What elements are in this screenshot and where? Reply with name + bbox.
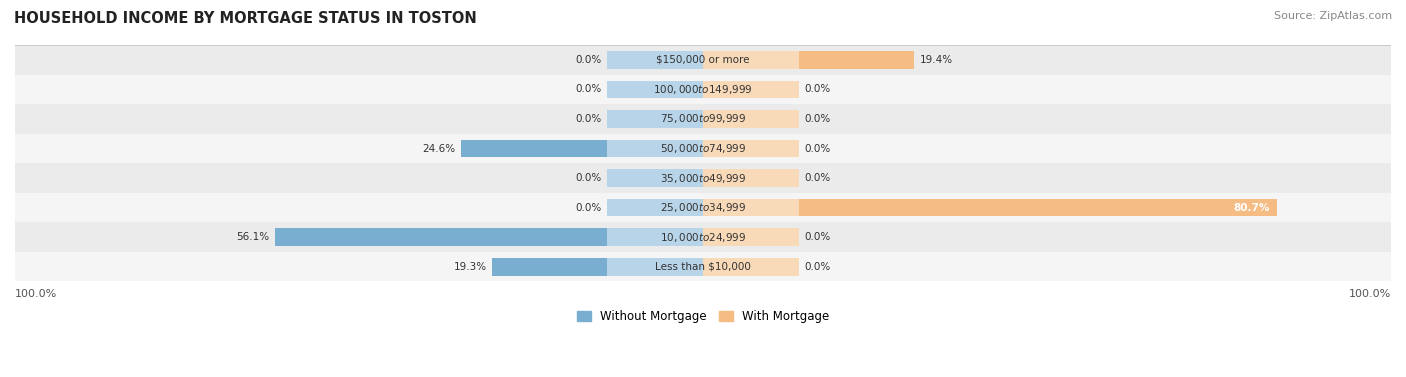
Bar xyxy=(606,110,703,128)
Bar xyxy=(703,169,800,187)
Bar xyxy=(492,258,606,276)
Bar xyxy=(703,51,800,69)
Text: $25,000 to $34,999: $25,000 to $34,999 xyxy=(659,201,747,214)
Legend: Without Mortgage, With Mortgage: Without Mortgage, With Mortgage xyxy=(572,305,834,328)
Text: 19.4%: 19.4% xyxy=(920,55,953,65)
Text: 24.6%: 24.6% xyxy=(422,144,456,153)
Bar xyxy=(15,163,1391,193)
Text: $50,000 to $74,999: $50,000 to $74,999 xyxy=(659,142,747,155)
Bar xyxy=(703,228,800,246)
Text: 56.1%: 56.1% xyxy=(236,232,269,242)
Text: $100,000 to $149,999: $100,000 to $149,999 xyxy=(654,83,752,96)
Bar xyxy=(703,139,800,157)
Bar xyxy=(15,222,1391,252)
Bar xyxy=(800,51,914,69)
Text: 0.0%: 0.0% xyxy=(804,262,831,272)
Bar xyxy=(15,75,1391,104)
Bar xyxy=(703,199,800,216)
Text: Source: ZipAtlas.com: Source: ZipAtlas.com xyxy=(1274,11,1392,21)
Text: 0.0%: 0.0% xyxy=(804,114,831,124)
Bar xyxy=(606,51,703,69)
Text: $10,000 to $24,999: $10,000 to $24,999 xyxy=(659,231,747,244)
Bar xyxy=(606,139,703,157)
Text: 100.0%: 100.0% xyxy=(1348,289,1391,299)
Bar xyxy=(606,81,703,98)
Text: 80.7%: 80.7% xyxy=(1233,202,1270,213)
Bar xyxy=(15,193,1391,222)
Bar xyxy=(15,45,1391,75)
Text: 0.0%: 0.0% xyxy=(804,173,831,183)
Bar xyxy=(15,104,1391,134)
Text: 0.0%: 0.0% xyxy=(575,114,602,124)
Bar xyxy=(274,228,606,246)
Bar xyxy=(703,258,800,276)
Text: 0.0%: 0.0% xyxy=(804,144,831,153)
Text: 0.0%: 0.0% xyxy=(804,232,831,242)
Text: 0.0%: 0.0% xyxy=(575,173,602,183)
Bar xyxy=(800,199,1277,216)
Text: 0.0%: 0.0% xyxy=(804,84,831,95)
Bar xyxy=(15,134,1391,163)
Bar xyxy=(606,258,703,276)
Bar xyxy=(606,228,703,246)
Text: 0.0%: 0.0% xyxy=(575,55,602,65)
Text: HOUSEHOLD INCOME BY MORTGAGE STATUS IN TOSTON: HOUSEHOLD INCOME BY MORTGAGE STATUS IN T… xyxy=(14,11,477,26)
Text: Less than $10,000: Less than $10,000 xyxy=(655,262,751,272)
Text: $75,000 to $99,999: $75,000 to $99,999 xyxy=(659,112,747,126)
Text: 100.0%: 100.0% xyxy=(15,289,58,299)
Text: 19.3%: 19.3% xyxy=(454,262,486,272)
Text: 0.0%: 0.0% xyxy=(575,202,602,213)
Bar xyxy=(703,110,800,128)
Text: $35,000 to $49,999: $35,000 to $49,999 xyxy=(659,172,747,185)
Text: $150,000 or more: $150,000 or more xyxy=(657,55,749,65)
Bar xyxy=(461,139,606,157)
Text: 0.0%: 0.0% xyxy=(575,84,602,95)
Bar xyxy=(15,252,1391,281)
Bar xyxy=(606,199,703,216)
Bar xyxy=(606,169,703,187)
Bar xyxy=(703,81,800,98)
